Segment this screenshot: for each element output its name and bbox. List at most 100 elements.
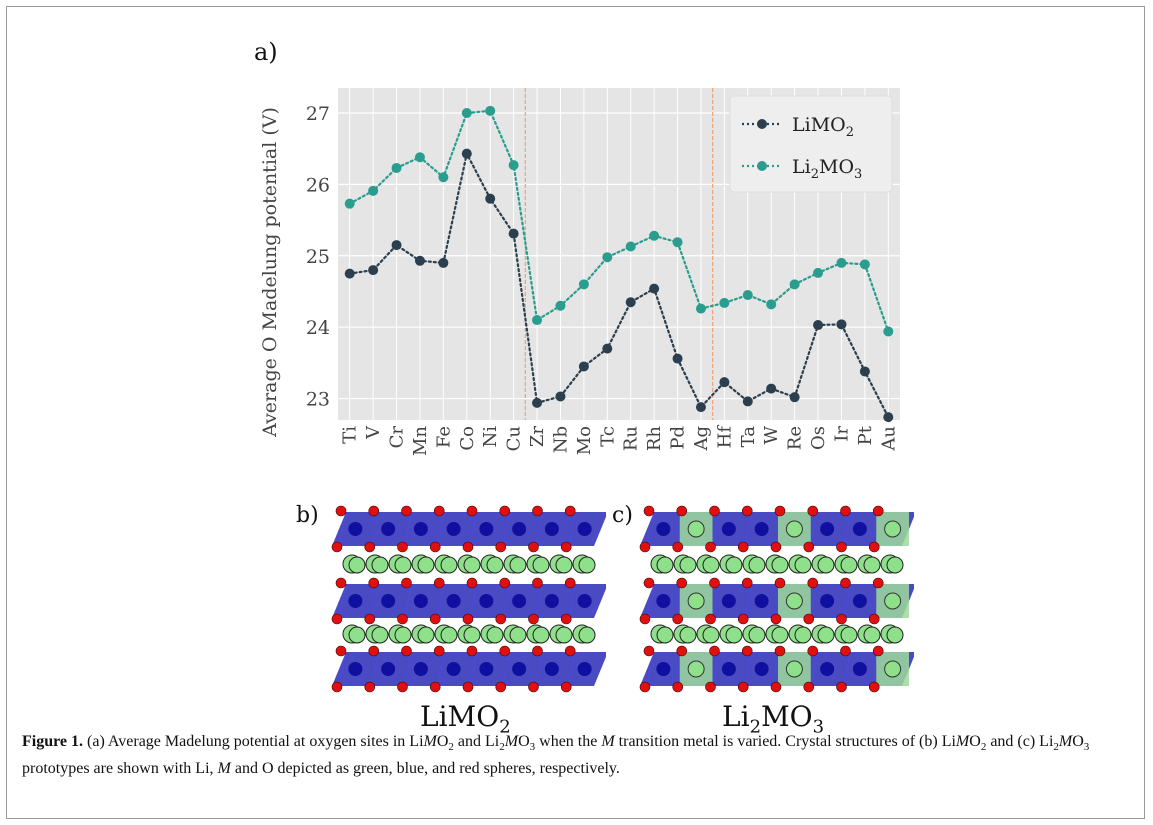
oxygen-atom xyxy=(868,613,880,625)
oxygen-atom xyxy=(840,505,851,517)
li-atom xyxy=(725,626,743,644)
oxygen-atom xyxy=(495,681,507,693)
octahedron-edge xyxy=(371,511,380,547)
metal-atom xyxy=(721,522,736,536)
oxygen-atom xyxy=(709,645,720,657)
oxygen-atom xyxy=(872,505,884,517)
oxygen-atom xyxy=(737,613,749,625)
x-tick-label: Re xyxy=(785,426,806,450)
li-atom xyxy=(794,626,812,644)
li-atom xyxy=(687,520,705,538)
data-point xyxy=(695,303,706,314)
panel-c-label: c) xyxy=(612,503,633,528)
oxygen-atom xyxy=(639,613,651,625)
octahedron-edge xyxy=(810,511,819,547)
x-tick-label: Pd xyxy=(668,426,689,450)
data-point xyxy=(836,319,847,330)
oxygen-atom xyxy=(433,645,445,657)
li-atom xyxy=(886,556,904,574)
oxygen-atom xyxy=(803,541,815,553)
li-atom xyxy=(348,556,366,574)
x-tick-label: Mo xyxy=(574,426,595,455)
oxygen-atom xyxy=(532,577,543,589)
y-axis-title: Average O Madelung potential (V) xyxy=(259,107,281,438)
data-point xyxy=(789,279,800,290)
oxygen-atom xyxy=(643,577,655,589)
oxygen-atom xyxy=(741,645,753,657)
li-atom xyxy=(656,556,674,574)
octahedron-edge xyxy=(338,511,347,547)
data-point xyxy=(766,383,777,394)
oxygen-atom xyxy=(639,541,651,553)
oxygen-atom xyxy=(560,613,572,625)
octahedron-edge xyxy=(535,583,543,619)
oxygen-atom xyxy=(868,681,880,693)
octahedron-edge xyxy=(469,511,478,547)
octahedron-edge xyxy=(436,511,445,547)
data-point xyxy=(859,259,870,270)
oxygen-atom xyxy=(639,681,651,693)
data-point xyxy=(578,279,589,290)
li-atom xyxy=(840,556,858,574)
li-atom xyxy=(687,592,705,610)
oxygen-atom xyxy=(495,613,507,625)
data-point xyxy=(438,257,449,268)
octahedron-edge xyxy=(502,511,511,547)
li-atom xyxy=(884,520,902,538)
y-tick-label: 26 xyxy=(306,174,330,196)
oxygen-atom xyxy=(803,681,815,693)
oxygen-atom xyxy=(560,541,572,553)
li2mo3-structure-image xyxy=(639,505,914,693)
x-tick-label: V xyxy=(363,425,384,440)
octahedron-edge xyxy=(371,583,380,619)
metal-atom xyxy=(446,662,461,676)
octahedron-edge xyxy=(502,651,511,687)
oxygen-atom xyxy=(737,541,749,553)
x-tick-label: Zr xyxy=(527,426,548,448)
li-atom xyxy=(463,556,481,574)
li-atom xyxy=(702,626,720,644)
oxygen-atom xyxy=(564,577,576,589)
octahedron-edge xyxy=(744,651,753,687)
oxygen-atom xyxy=(466,505,478,517)
x-tick-label: Hf xyxy=(714,425,735,449)
y-tick-label: 27 xyxy=(306,103,330,125)
data-point xyxy=(625,297,636,308)
li-atom xyxy=(417,626,435,644)
oxygen-atom xyxy=(368,577,380,589)
data-point xyxy=(508,228,519,239)
oxygen-atom xyxy=(335,645,347,657)
x-tick-label: Cr xyxy=(387,426,408,449)
octahedron-edge xyxy=(535,511,543,547)
li-atom xyxy=(394,626,412,644)
metal-atom xyxy=(577,594,592,608)
oxygen-atom xyxy=(872,645,884,657)
metal-atom xyxy=(348,662,363,676)
metal-atom xyxy=(348,522,363,536)
li-atom xyxy=(555,556,573,574)
oxygen-atom xyxy=(364,613,376,625)
data-point xyxy=(649,230,660,241)
li-atom xyxy=(440,626,458,644)
metal-atom xyxy=(544,522,559,536)
li-atom xyxy=(771,626,789,644)
metal-atom xyxy=(754,522,769,536)
oxygen-atom xyxy=(499,645,511,657)
octahedron-edge xyxy=(436,583,445,619)
li-atom xyxy=(785,660,803,678)
oxygen-atom xyxy=(868,541,880,553)
oxygen-atom xyxy=(774,505,786,517)
metal-atom xyxy=(754,662,769,676)
li-atom xyxy=(863,626,881,644)
li-atom xyxy=(532,626,550,644)
data-point xyxy=(344,268,355,279)
oxygen-atom xyxy=(401,505,412,517)
oxygen-atom xyxy=(495,541,507,553)
li-atom xyxy=(555,626,573,644)
data-point xyxy=(508,160,519,171)
data-point xyxy=(602,343,613,354)
data-point xyxy=(742,290,753,301)
li-atom xyxy=(394,556,412,574)
oxygen-atom xyxy=(672,541,684,553)
x-tick-label: Co xyxy=(457,426,478,451)
